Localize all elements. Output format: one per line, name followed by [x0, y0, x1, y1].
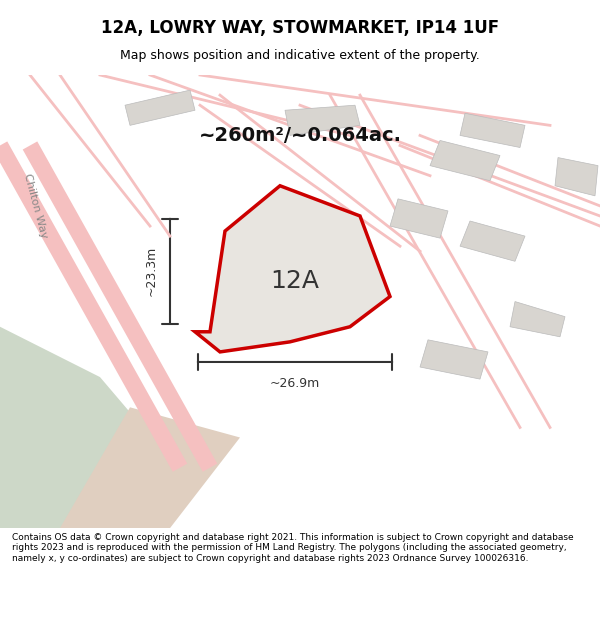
- Text: Map shows position and indicative extent of the property.: Map shows position and indicative extent…: [120, 49, 480, 62]
- Polygon shape: [0, 327, 160, 528]
- Polygon shape: [460, 221, 525, 261]
- Polygon shape: [125, 90, 195, 126]
- Text: Chilton Way: Chilton Way: [22, 173, 49, 239]
- Polygon shape: [60, 408, 240, 528]
- Text: Contains OS data © Crown copyright and database right 2021. This information is : Contains OS data © Crown copyright and d…: [12, 533, 574, 562]
- Text: ~26.9m: ~26.9m: [270, 377, 320, 390]
- Text: ~260m²/~0.064ac.: ~260m²/~0.064ac.: [199, 126, 401, 145]
- Polygon shape: [510, 301, 565, 337]
- Polygon shape: [195, 186, 390, 352]
- Text: 12A, LOWRY WAY, STOWMARKET, IP14 1UF: 12A, LOWRY WAY, STOWMARKET, IP14 1UF: [101, 19, 499, 37]
- Polygon shape: [460, 113, 525, 148]
- Polygon shape: [390, 199, 448, 238]
- Text: 12A: 12A: [271, 269, 320, 293]
- Polygon shape: [285, 105, 360, 136]
- Text: ~23.3m: ~23.3m: [145, 246, 158, 296]
- Polygon shape: [420, 340, 488, 379]
- Polygon shape: [430, 141, 500, 181]
- Polygon shape: [555, 158, 598, 196]
